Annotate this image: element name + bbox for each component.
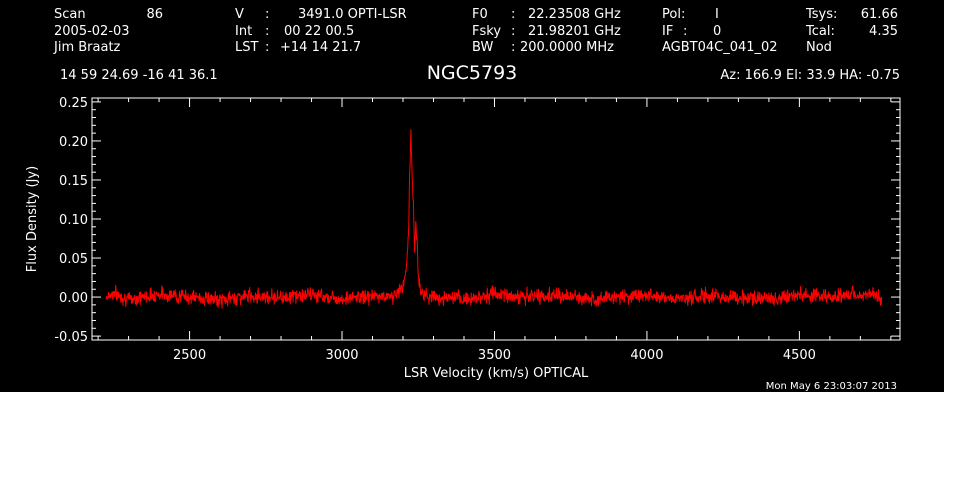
x-tick-label: 3000: [325, 348, 358, 363]
lst-sep: :: [265, 40, 269, 55]
lst-label: LST: [235, 40, 258, 55]
int-sep: :: [265, 24, 269, 39]
if-sep: :: [683, 24, 687, 39]
int-label: Int: [235, 24, 252, 39]
y-tick-label: 0.15: [59, 174, 88, 189]
scan-value: 86: [146, 7, 163, 22]
plot-timestamp: Mon May 6 23:03:07 2013: [766, 381, 897, 392]
if-label: IF: [662, 24, 673, 39]
observer-name: Jim Braatz: [53, 40, 121, 55]
f0-sep: :: [511, 7, 515, 22]
bw-value: 200.0000 MHz: [520, 40, 614, 55]
fsky-value: 21.98201 GHz: [528, 24, 621, 39]
x-tick-label: 3500: [478, 348, 511, 363]
x-tick-label: 4500: [783, 348, 816, 363]
spectrum-line: [105, 129, 883, 309]
observation-date: 2005-02-03: [54, 24, 130, 39]
spectrum-series-layer: [105, 129, 883, 309]
y-tick-label: 0.00: [59, 291, 88, 306]
pointing-info: Az: 166.9 El: 33.9 HA: -0.75: [720, 68, 900, 83]
bw-label: BW: [472, 40, 493, 55]
x-axis-ticks: [97, 98, 892, 340]
velocity-sep: :: [265, 7, 269, 22]
tsys-value: 61.66: [861, 7, 898, 22]
f0-value: 22.23508 GHz: [528, 7, 621, 22]
project-id: AGBT04C_041_02: [662, 40, 778, 55]
y-axis-ticks: [92, 101, 900, 337]
bw-sep: :: [511, 40, 515, 55]
y-tick-label: 0.20: [59, 135, 88, 150]
y-tick-label: -0.05: [54, 330, 88, 345]
velocity-value: 3491.0 OPTI-LSR: [298, 7, 407, 22]
f0-label: F0: [472, 7, 488, 22]
observing-mode: Nod: [806, 40, 832, 55]
x-tick-label: 4000: [630, 348, 663, 363]
x-axis-title: LSR Velocity (km/s) OPTICAL: [404, 366, 589, 381]
y-axis-tick-labels: -0.05 0.00 0.05 0.10 0.15 0.20 0.25: [54, 96, 88, 345]
int-value: 00 22 00.5: [284, 24, 354, 39]
source-coordinates: 14 59 24.69 -16 41 36.1: [60, 68, 218, 83]
tcal-label: Tcal:: [805, 24, 835, 39]
pol-label: Pol:: [662, 7, 685, 22]
tsys-label: Tsys:: [805, 7, 837, 22]
y-tick-label: 0.25: [59, 96, 88, 111]
x-tick-label: 2500: [173, 348, 206, 363]
velocity-label: V: [235, 7, 244, 22]
pol-value: I: [715, 7, 719, 22]
tcal-value: 4.35: [869, 24, 898, 39]
object-name: NGC5793: [427, 62, 518, 84]
y-tick-label: 0.10: [59, 213, 88, 228]
y-tick-label: 0.05: [59, 252, 88, 267]
spectrum-plot: Scan 86 V : 3491.0 OPTI-LSR F0 : 22.2350…: [0, 0, 944, 392]
scan-label: Scan: [54, 7, 86, 22]
if-value: 0: [713, 24, 721, 39]
fsky-label: Fsky: [472, 24, 501, 39]
y-axis-title: Flux Density (Jy): [25, 166, 40, 272]
lst-value: +14 14 21.7: [280, 40, 361, 55]
fsky-sep: :: [511, 24, 515, 39]
observation-header: Scan 86 V : 3491.0 OPTI-LSR F0 : 22.2350…: [53, 7, 900, 84]
x-axis-tick-labels: 2500 3000 3500 4000 4500: [173, 348, 816, 363]
